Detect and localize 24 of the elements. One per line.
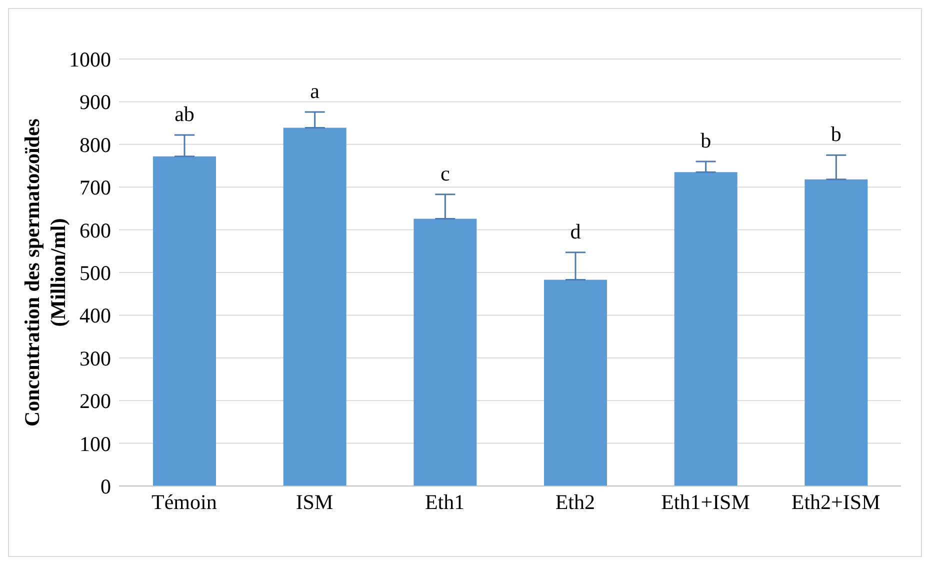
data-label: ab (174, 102, 194, 126)
y-tick-label: 300 (80, 346, 111, 370)
x-tick-label: Eth2 (555, 490, 596, 514)
x-tick-label: Témoin (152, 490, 218, 514)
x-tick-label: Eth1+ISM (661, 490, 750, 514)
y-tick-label: 1000 (69, 47, 111, 72)
data-label: a (310, 78, 320, 103)
data-label: b (700, 128, 712, 152)
data-label: c (440, 161, 450, 186)
y-tick-label: 200 (80, 389, 111, 414)
y-tick-label: 100 (80, 432, 111, 456)
y-tick-label: 600 (80, 218, 111, 242)
x-tick-label: Eth2+ISM (791, 490, 881, 514)
x-tick-label: Eth1 (424, 490, 465, 514)
y-tick-label: 500 (80, 260, 111, 285)
y-tick-label: 800 (80, 132, 111, 157)
y-tick-label: 900 (80, 90, 111, 114)
y-axis-title: Concentration des spermatozoïdes (Million/ml) (20, 118, 70, 426)
y-tick-label: 0 (100, 474, 111, 498)
y-tick-label: 700 (80, 176, 111, 200)
data-label: b (830, 122, 842, 146)
y-tick-label: 400 (80, 304, 111, 328)
x-tick-label: ISM (296, 490, 334, 514)
data-label: d (570, 219, 582, 244)
